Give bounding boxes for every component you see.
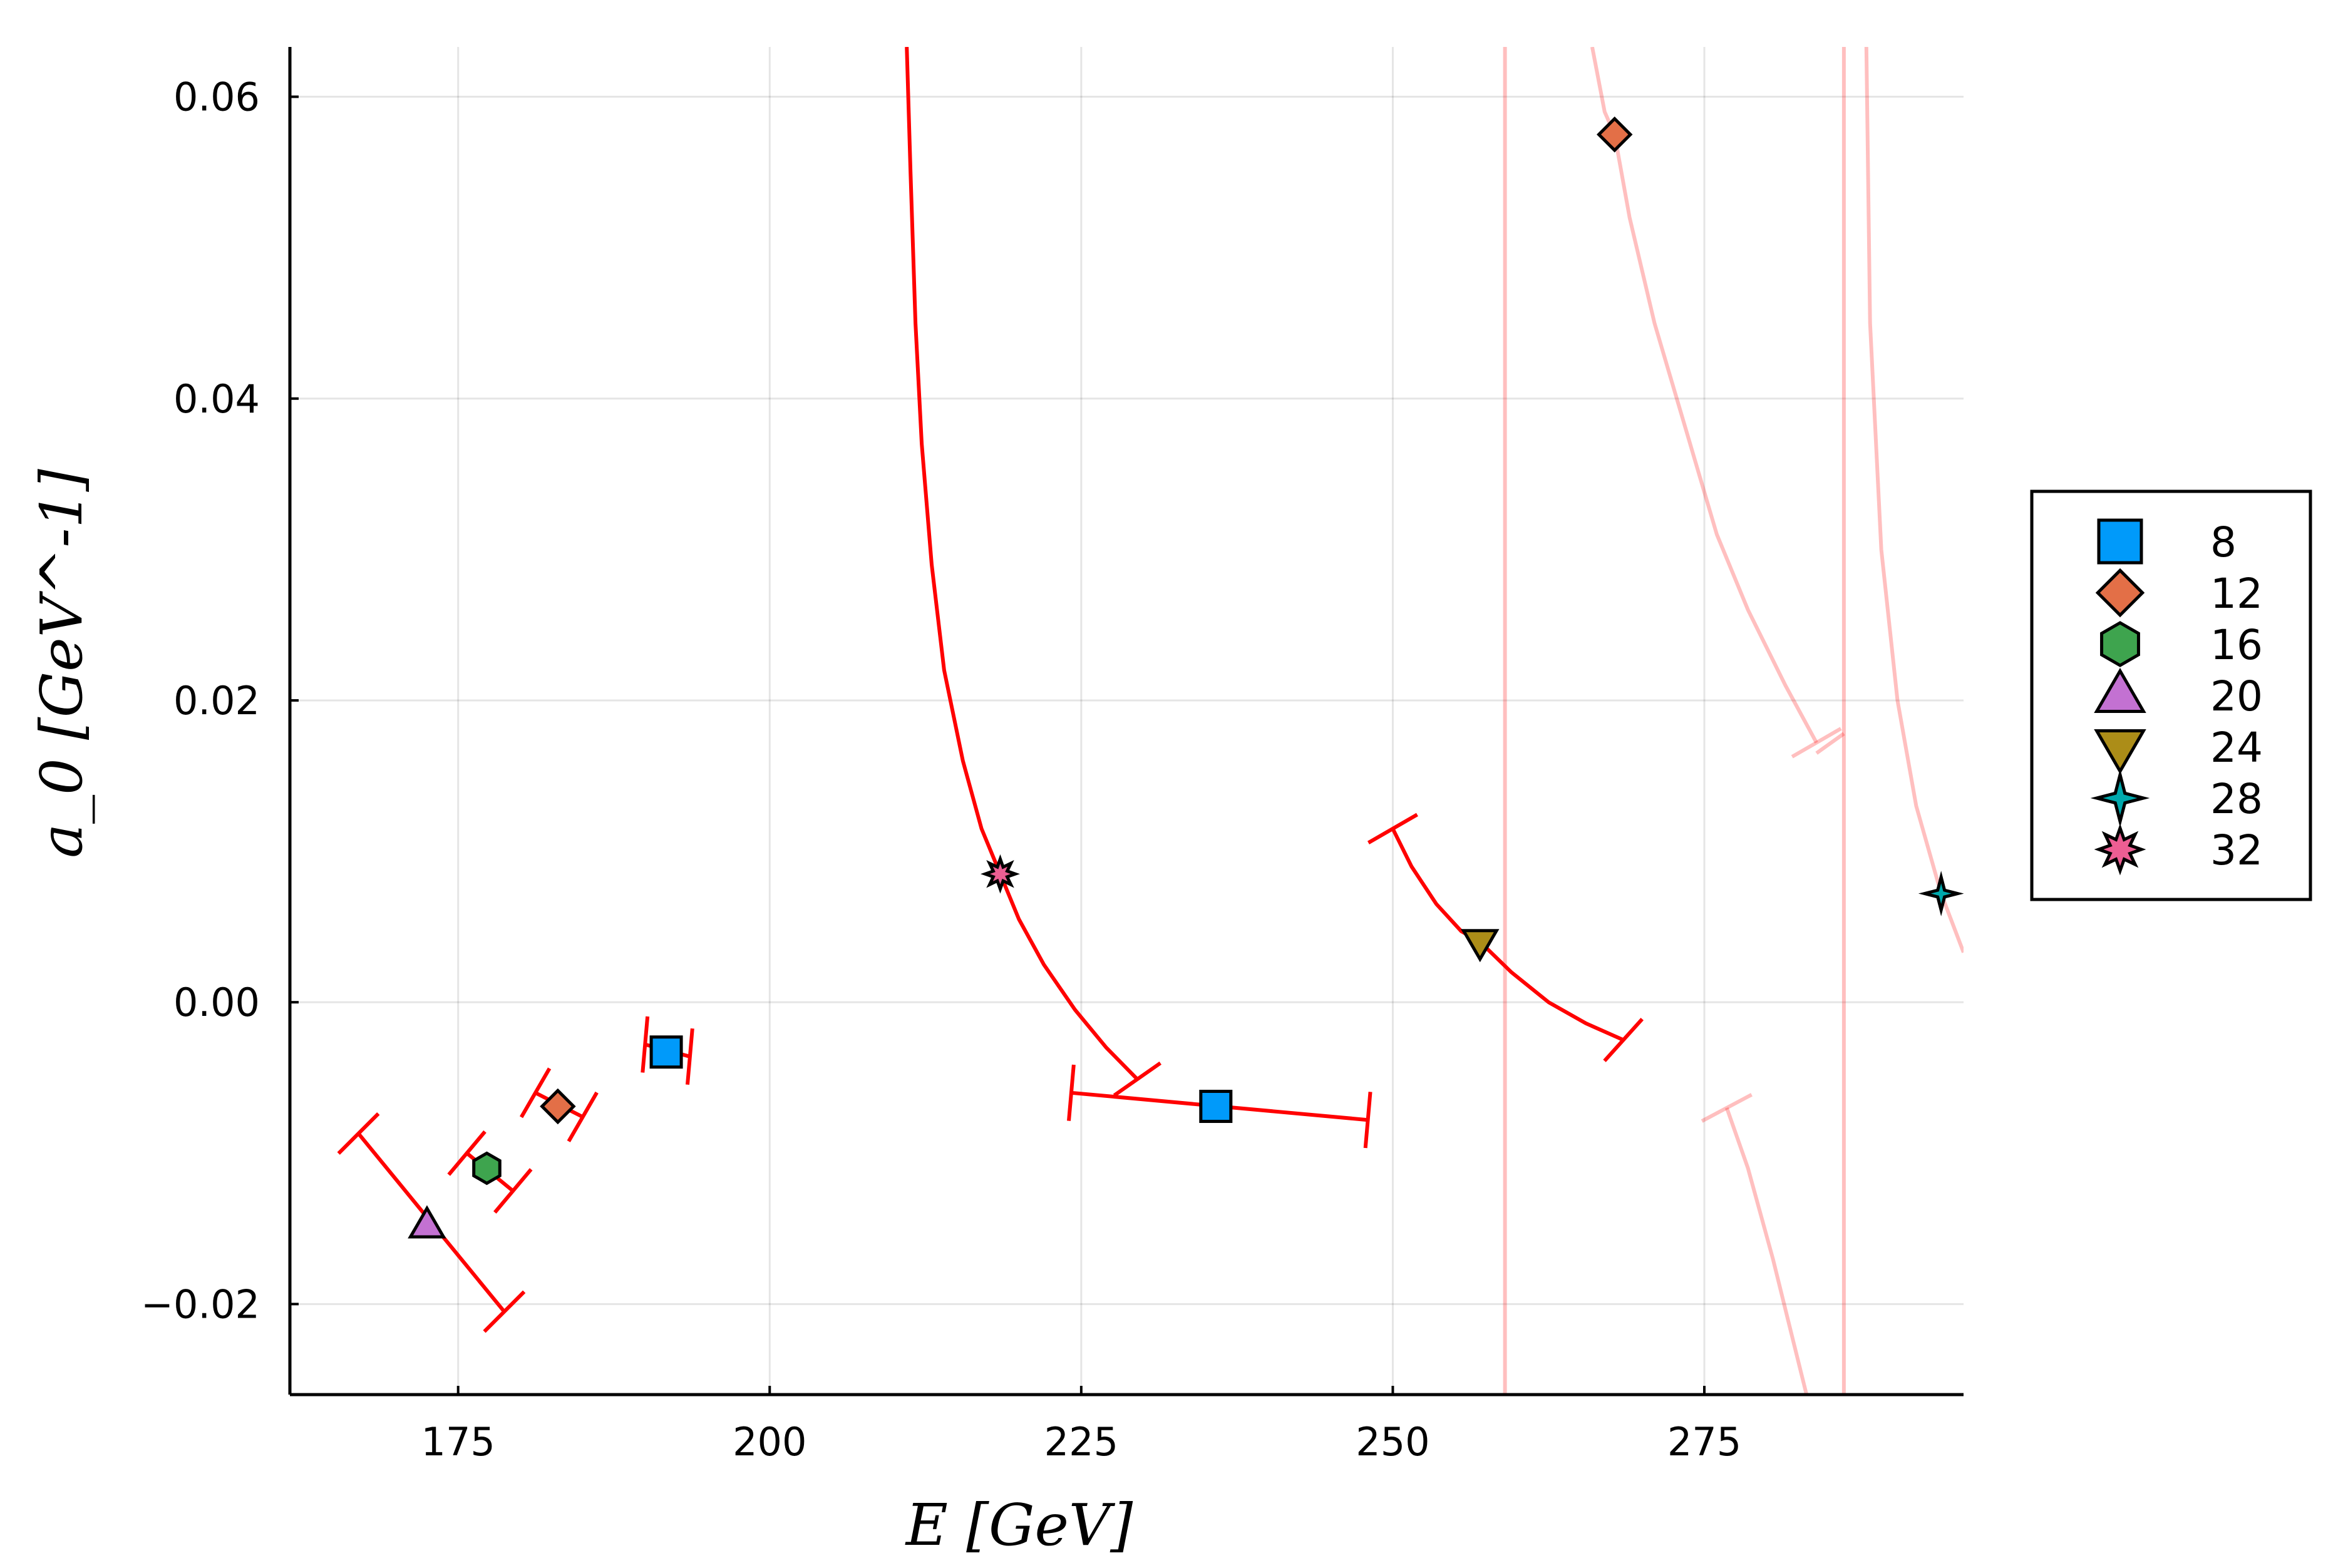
error-cap-2 [519, 1067, 552, 1119]
error-cap-11 [1367, 812, 1418, 844]
y-tick-label: 0.04 [173, 376, 260, 422]
curve-4 [1864, 47, 1964, 953]
data-point-8 [1199, 1090, 1233, 1124]
error-cap-3 [567, 1091, 599, 1142]
legend-marker-12 [2095, 568, 2145, 618]
y-axis-title: a_0 [GeV^-1] [28, 469, 95, 858]
legend-marker-20 [2094, 667, 2146, 713]
error-cap-4 [447, 1130, 487, 1176]
data-point-20 [408, 1205, 446, 1239]
error-cap-12 [1603, 1017, 1644, 1062]
error-cap-10 [1113, 1061, 1162, 1097]
legend-box [2030, 489, 2312, 901]
curve-0 [905, 47, 1139, 1081]
legend-label-28: 28 [2210, 775, 2263, 823]
x-tick-label: 175 [421, 1419, 495, 1465]
legend-label-32: 32 [2210, 826, 2263, 874]
legend-marker-24 [2094, 729, 2146, 775]
legend-marker-32 [2094, 823, 2146, 876]
curve-3 [1815, 732, 1845, 755]
y-tick-label: 0.00 [173, 980, 260, 1025]
y-tick-label: 0.06 [173, 74, 260, 120]
error-cap-1 [685, 1028, 694, 1085]
curve-5 [1724, 1107, 1809, 1395]
data-point-12 [540, 1088, 576, 1125]
error-cap-13 [1791, 727, 1842, 759]
data-point-16 [472, 1151, 502, 1186]
error-cap-5 [493, 1168, 533, 1214]
x-tick-label: 250 [1356, 1419, 1429, 1465]
data-point-12 [1596, 116, 1633, 153]
grid [290, 47, 1964, 1395]
error-cap-8 [1067, 1064, 1076, 1121]
error-cap-9 [1363, 1092, 1372, 1149]
error-cap-14 [1701, 1093, 1753, 1123]
data-point-32 [981, 854, 1020, 894]
x-axis-title: E [GeV] [905, 1492, 1133, 1559]
legend-label-8: 8 [2210, 518, 2237, 566]
x-tick-label: 275 [1667, 1419, 1741, 1465]
plot-area [337, 47, 1964, 1395]
data-point-28 [1918, 871, 1964, 916]
y-tick-label: 0.02 [173, 678, 260, 724]
x-tick-label: 200 [733, 1419, 806, 1465]
data-point-24 [1461, 929, 1500, 963]
legend-marker-8 [2097, 518, 2143, 565]
x-tick-label: 225 [1044, 1419, 1118, 1465]
legend-label-12: 12 [2210, 570, 2263, 618]
error-cap-7 [483, 1290, 526, 1333]
error-cap-0 [641, 1016, 650, 1073]
axes: 175 200 225 250 275 −0.02 0.00 0.02 0.04 0.06 [141, 47, 1964, 1465]
curve-1 [1391, 828, 1624, 1042]
error-cap-6 [337, 1112, 380, 1155]
legend-label-16: 16 [2210, 621, 2263, 669]
legend-label-24: 24 [2210, 724, 2263, 772]
legend-marker-16 [2100, 621, 2140, 667]
legend-label-20: 20 [2210, 672, 2263, 720]
legend-marker-28 [2090, 768, 2150, 828]
data-point-8 [649, 1035, 683, 1069]
y-tick-label: −0.02 [141, 1281, 260, 1327]
